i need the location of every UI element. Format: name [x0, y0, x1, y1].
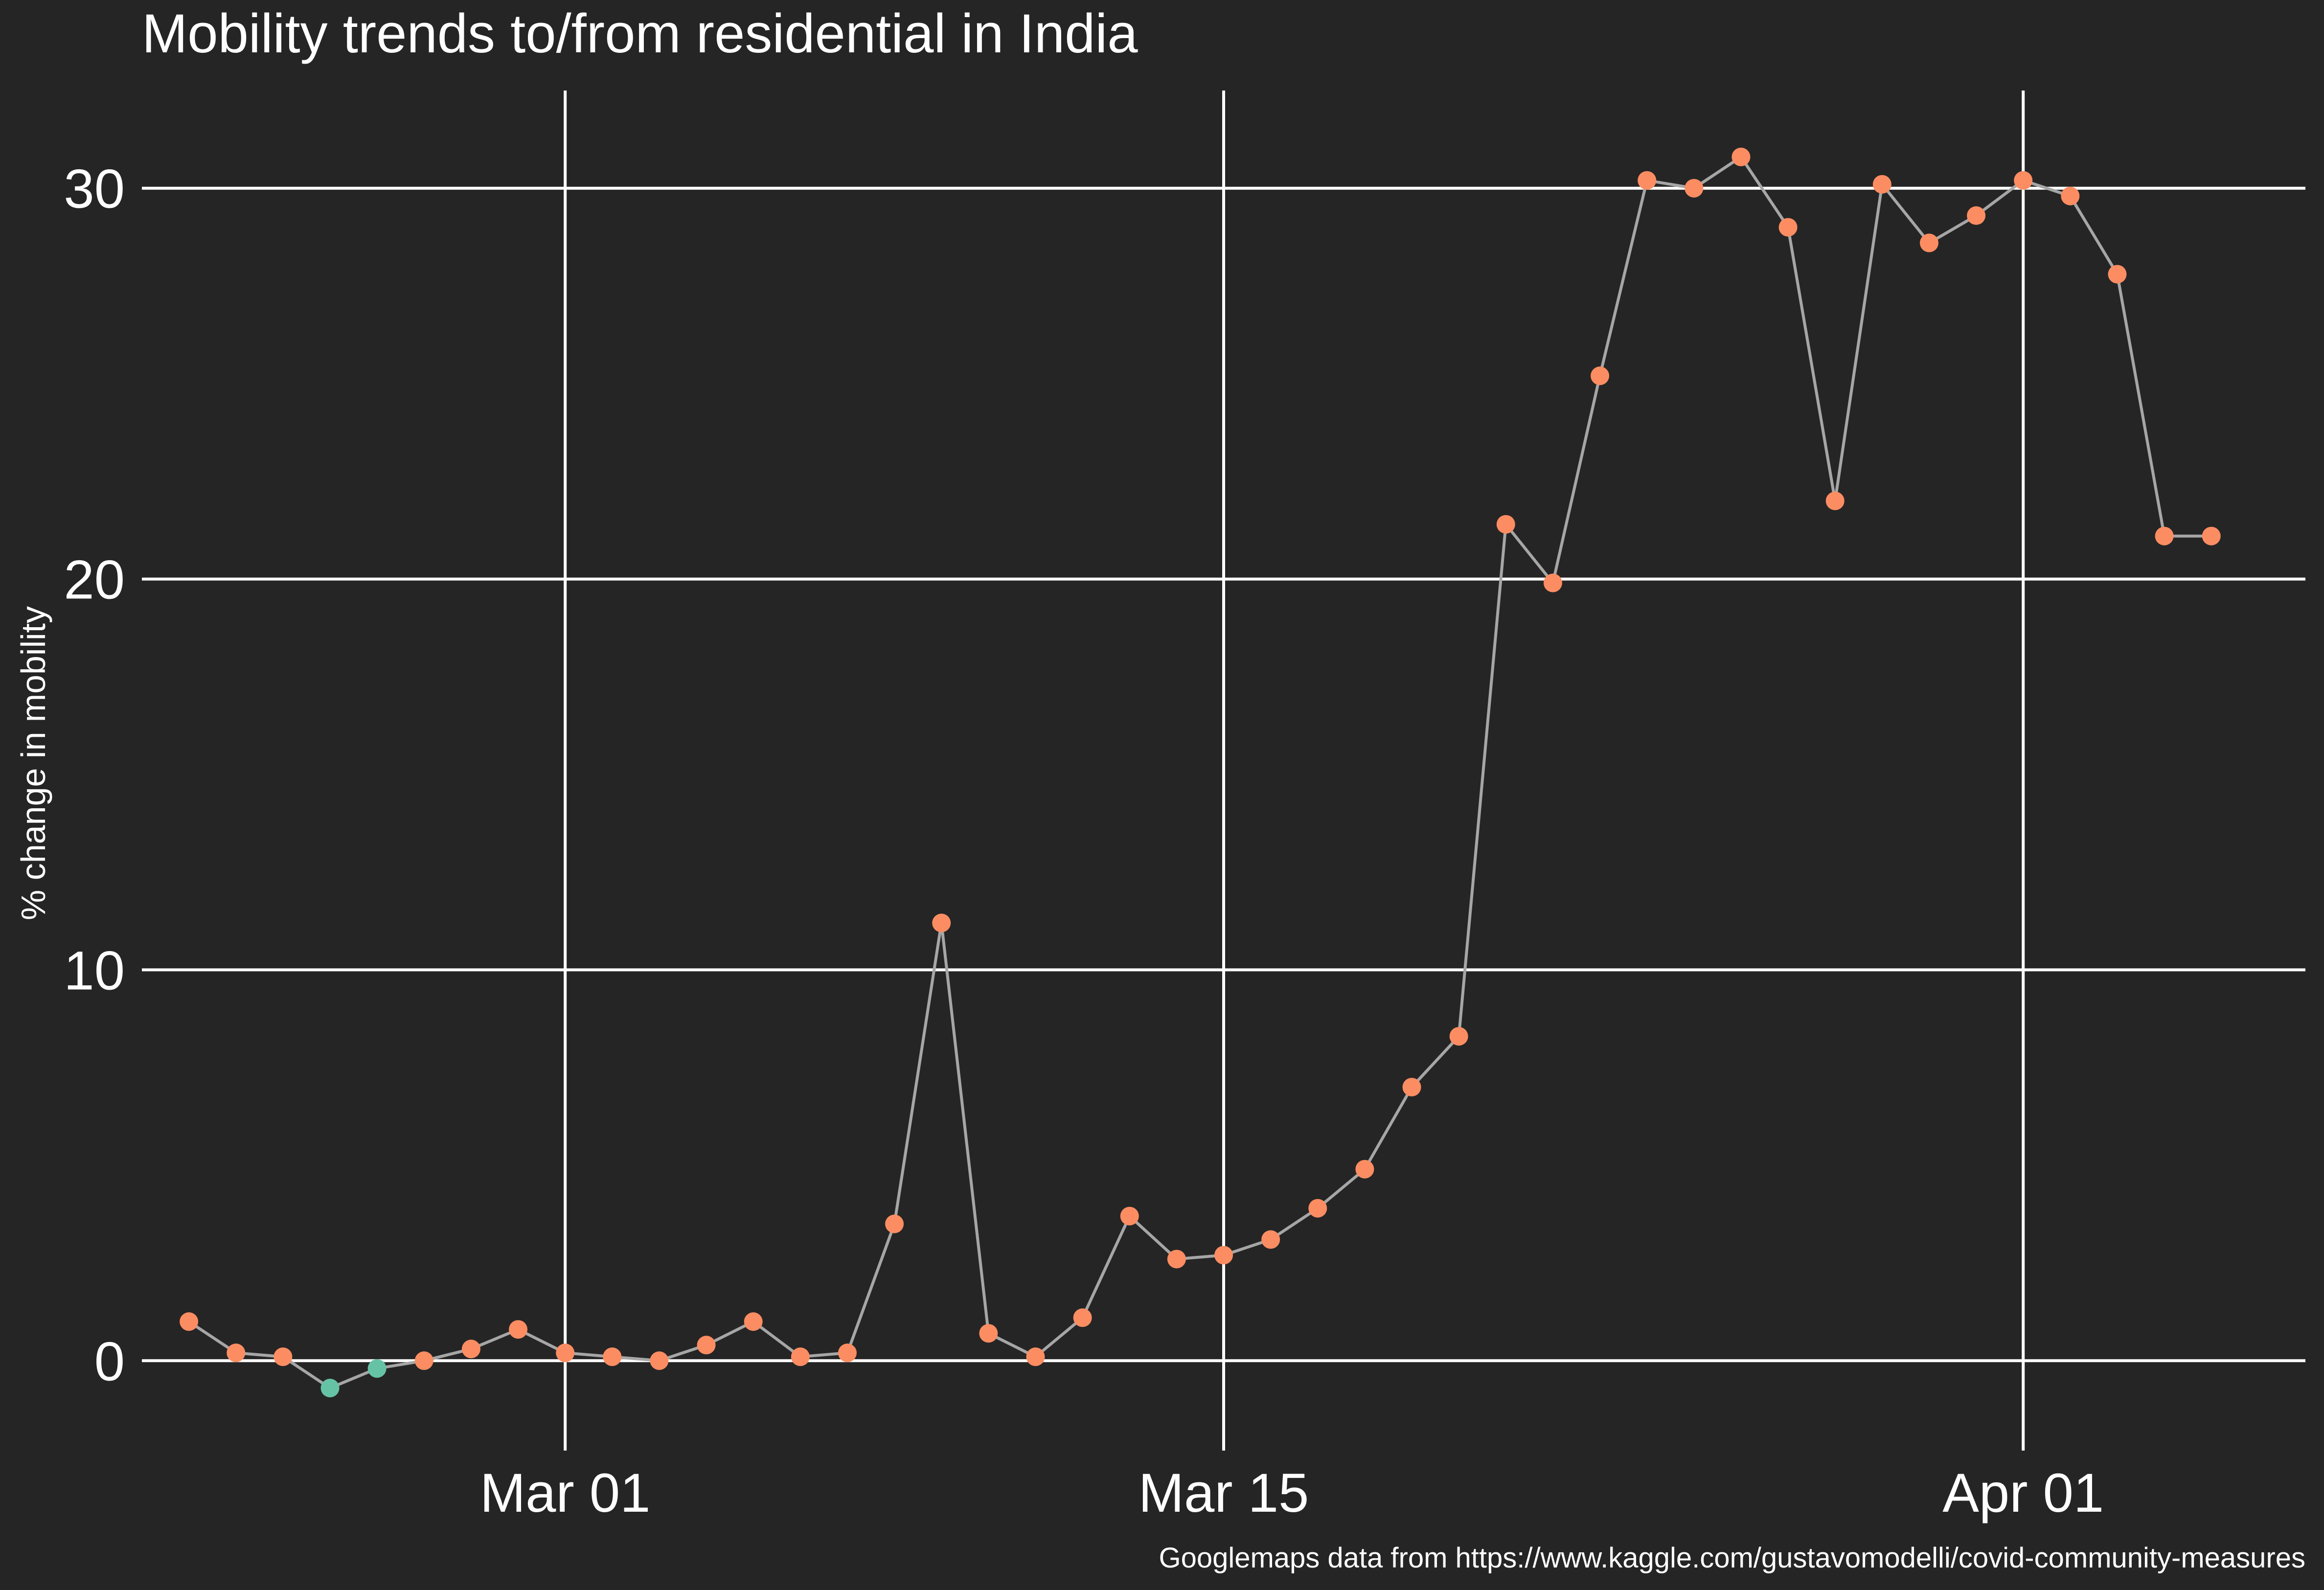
- data-point: [650, 1351, 669, 1370]
- y-tick-label-30: 30: [64, 159, 125, 220]
- x-tick-label-2020-04-01: Apr 01: [1942, 1462, 2104, 1523]
- source-caption: Googlemaps data from https://www.kaggle.…: [1159, 1542, 2305, 1574]
- chart-title: Mobility trends to/from residential in I…: [142, 3, 1138, 64]
- data-point: [791, 1347, 810, 1366]
- data-point: [1355, 1159, 1374, 1179]
- data-point: [180, 1312, 199, 1331]
- data-point: [461, 1340, 480, 1359]
- data-point: [2155, 526, 2174, 545]
- data-point: [1872, 175, 1891, 194]
- y-tick-label-0: 0: [94, 1331, 125, 1392]
- data-point: [1120, 1206, 1139, 1226]
- data-point: [2014, 171, 2033, 190]
- data-point: [1638, 171, 1657, 190]
- data-point: [979, 1324, 998, 1343]
- data-point: [885, 1214, 904, 1233]
- y-tick-label-20: 20: [64, 549, 125, 611]
- data-point: [273, 1347, 293, 1366]
- series-points: [180, 147, 2221, 1398]
- data-point: [1732, 147, 1751, 166]
- data-point: [2202, 526, 2221, 545]
- data-point: [2108, 265, 2127, 284]
- data-point: [1308, 1199, 1327, 1218]
- grid-lines: [142, 91, 2305, 1451]
- data-point: [1778, 218, 1798, 237]
- data-point: [1261, 1230, 1280, 1249]
- data-point: [1402, 1078, 1421, 1097]
- data-point: [603, 1347, 622, 1366]
- data-point: [838, 1343, 857, 1363]
- data-point: [367, 1359, 387, 1378]
- data-point: [1449, 1027, 1468, 1046]
- data-point: [414, 1351, 433, 1370]
- data-point: [556, 1343, 575, 1363]
- data-point: [1496, 515, 1515, 534]
- x-tick-label-2020-03-01: Mar 01: [480, 1462, 651, 1523]
- data-point: [1685, 179, 1704, 198]
- data-point: [744, 1312, 763, 1331]
- data-point: [1967, 206, 1986, 225]
- data-point: [509, 1320, 528, 1339]
- y-axis-label: % change in mobility: [14, 606, 52, 920]
- data-point: [1167, 1249, 1186, 1269]
- data-point: [697, 1336, 716, 1355]
- data-point: [1825, 491, 1845, 510]
- y-tick-label-10: 10: [64, 940, 125, 1001]
- data-point: [2061, 186, 2080, 205]
- data-point: [1543, 573, 1562, 592]
- x-tick-label-2020-03-15: Mar 15: [1139, 1462, 1309, 1523]
- tick-labels: 0 10 20 30 Mar 01 Mar 15 Apr 01: [64, 159, 2104, 1523]
- data-point: [1919, 233, 1938, 252]
- data-point: [1214, 1246, 1233, 1265]
- data-point: [932, 913, 951, 932]
- data-point: [1026, 1347, 1045, 1366]
- data-point: [320, 1379, 340, 1398]
- data-point: [1073, 1308, 1092, 1327]
- data-point: [227, 1343, 246, 1363]
- data-point: [1591, 366, 1610, 386]
